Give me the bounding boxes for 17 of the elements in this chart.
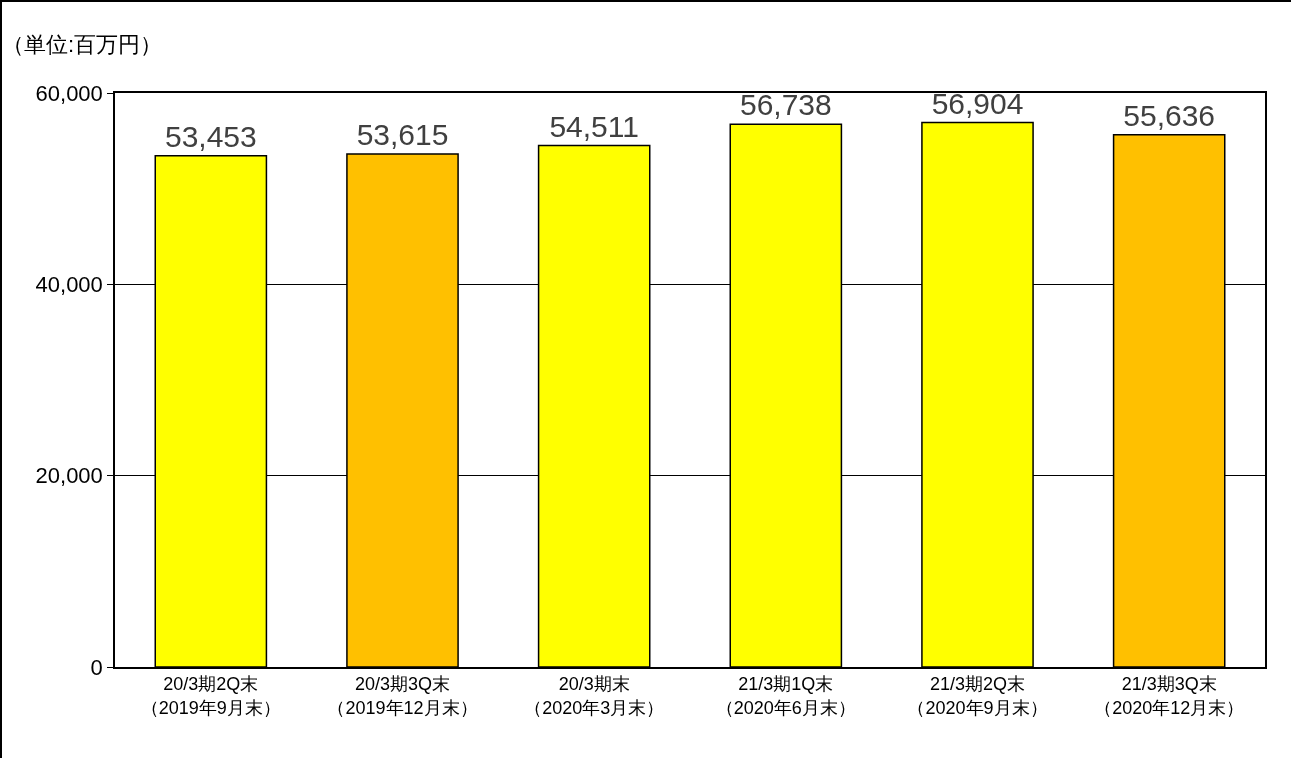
x-tick-label: 21/3期2Q末（2020年9月末）	[907, 674, 1048, 718]
x-tick-label: 21/3期3Q末（2020年12月末）	[1094, 674, 1245, 718]
data-label: 56,904	[931, 86, 1024, 120]
x-tick-label: 20/3期2Q末（2019年9月末）	[140, 674, 281, 718]
y-tick-label: 60,000	[35, 80, 103, 106]
data-label: 53,615	[356, 118, 449, 152]
data-label: 53,453	[164, 119, 257, 153]
x-tick-label: 20/3期末（2020年3月末）	[524, 674, 665, 718]
x-tick-label: 20/3期3Q末（2019年12月末）	[327, 674, 478, 718]
data-label: 55,636	[1123, 98, 1216, 132]
data-label: 54,511	[549, 109, 639, 143]
y-tick-label: 20,000	[35, 463, 103, 489]
data-label: 56,738	[739, 88, 832, 122]
y-axis-title: （単位:百万円）	[2, 32, 163, 57]
x-tick-label: 21/3期1Q末（2020年6月末）	[715, 674, 856, 718]
y-tick-label: 40,000	[35, 272, 103, 298]
y-tick-label: 0	[90, 654, 103, 680]
